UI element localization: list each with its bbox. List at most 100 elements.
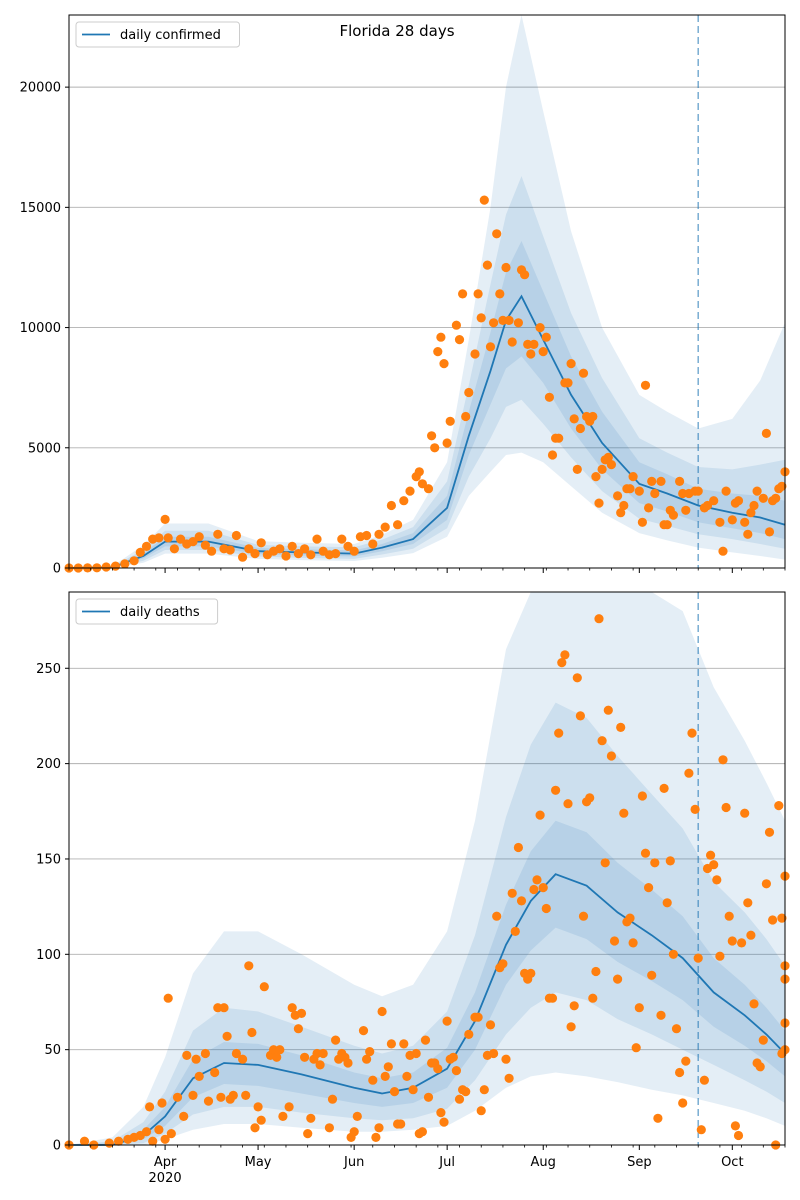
deaths-data-point	[327, 1094, 338, 1104]
confirmed-data-point	[129, 556, 139, 566]
deaths-data-point	[408, 1085, 418, 1095]
confirmed-data-point	[458, 289, 468, 299]
confirmed-frame-rect	[68, 14, 786, 569]
deaths-data-point	[231, 1048, 241, 1059]
confirmed-data-point	[485, 342, 496, 352]
deaths-data-point	[141, 1127, 152, 1137]
deaths-data-point	[709, 860, 719, 870]
deaths-data-point	[166, 1129, 176, 1139]
confirmed-data-point	[256, 538, 266, 548]
deaths-data-point	[563, 799, 573, 809]
confirmed-data-point	[207, 546, 217, 556]
confirmed-ytick-label: 15000	[20, 201, 61, 216]
deaths-data-point	[513, 842, 524, 853]
confirmed-data-point	[721, 486, 731, 496]
deaths-data-point	[303, 1129, 313, 1139]
confirmed-data-point	[231, 530, 241, 541]
deaths-data-point	[160, 1134, 170, 1144]
deaths-data-point	[417, 1127, 427, 1137]
confirmed-data-point	[337, 534, 347, 544]
confirmed-data-point	[578, 368, 589, 378]
deaths-data-point	[210, 1067, 220, 1078]
deaths-data-point	[699, 1075, 710, 1085]
confirmed-legend-label: daily confirmed	[120, 28, 221, 43]
deaths-data-point	[554, 728, 564, 738]
deaths-data-point	[532, 875, 542, 885]
deaths-data-point	[603, 705, 613, 715]
deaths-data-point	[712, 875, 722, 885]
deaths-data-point	[365, 1047, 375, 1057]
deaths-data-point	[628, 938, 638, 948]
deaths-data-point	[764, 827, 775, 837]
deaths-data-point	[690, 804, 700, 815]
deaths-data-point	[362, 1054, 372, 1064]
deaths-data-point	[352, 1111, 362, 1121]
confirmed-data-point	[445, 416, 455, 426]
deaths-data-point	[529, 884, 539, 895]
deaths-data-point	[492, 911, 502, 921]
deaths-data-point	[371, 1132, 381, 1142]
deaths-data-point	[743, 898, 753, 908]
deaths-data-point	[389, 1087, 400, 1097]
deaths-data-point	[293, 1024, 303, 1034]
deaths-data-point	[253, 1102, 263, 1112]
confirmed-data-point	[188, 537, 198, 547]
confirmed-data-point	[746, 508, 756, 518]
deaths-data-point	[606, 751, 617, 761]
deaths-data-point	[575, 711, 586, 721]
confirmed-data-point	[563, 378, 573, 388]
confirmed-data-point	[777, 481, 787, 491]
confirmed-data-point	[300, 544, 310, 554]
confirmed-data-point	[675, 476, 685, 486]
deaths-data-point	[585, 793, 595, 803]
confirmed-data-point	[368, 539, 378, 549]
confirmed-data-point	[752, 486, 762, 496]
confirmed-data-point	[637, 517, 648, 527]
deaths-data-point	[349, 1127, 359, 1137]
deaths-data-point	[256, 1115, 266, 1125]
deaths-data-point	[665, 856, 675, 866]
confirmed-data-point	[650, 488, 660, 499]
deaths-data-point	[145, 1102, 155, 1112]
deaths-legend-label: daily deaths	[120, 605, 200, 620]
confirmed-data-point	[154, 533, 164, 543]
confirmed-data-point	[640, 380, 651, 390]
deaths-data-point	[516, 896, 527, 906]
confirmed-data-point	[464, 387, 474, 398]
confirmed-data-point	[238, 552, 248, 562]
deaths-band	[69, 592, 785, 1145]
deaths-data-point	[300, 1052, 310, 1062]
deaths-data-point	[653, 1113, 663, 1123]
deaths-data-point	[687, 728, 697, 738]
confirmed-data-point	[740, 517, 750, 527]
confirmed-data-point	[758, 493, 768, 503]
confirmed-data-point	[715, 517, 725, 527]
confirmed-data-point	[504, 315, 514, 325]
deaths-legend-box	[75, 598, 219, 625]
deaths-ytick-label: 150	[36, 852, 61, 867]
deaths-data-point	[296, 1008, 307, 1019]
x-month-label: Aug	[531, 1155, 556, 1170]
deaths-data-point	[498, 959, 508, 969]
deaths-data-point	[343, 1058, 353, 1068]
confirmed-data-point	[544, 392, 555, 402]
deaths-data-point	[749, 999, 759, 1009]
deaths-data-point	[740, 808, 750, 818]
deaths-data-point	[600, 858, 610, 868]
deaths-data-point	[284, 1102, 294, 1112]
confirmed-data-point	[662, 520, 672, 530]
confirmed-gridlines	[69, 86, 785, 449]
confirmed-data-point	[538, 347, 548, 357]
deaths-data-point	[479, 1085, 489, 1095]
deaths-data-point	[659, 783, 669, 794]
deaths-data-point	[259, 982, 269, 992]
deaths-data-point	[578, 911, 589, 921]
deaths-data-point	[368, 1075, 378, 1085]
confirmed-data-point	[572, 464, 582, 474]
deaths-data-point	[678, 1098, 688, 1108]
deaths-data-point	[420, 1035, 431, 1045]
confirmed-legend: daily confirmed	[75, 21, 240, 48]
confirmed-data-point	[771, 493, 781, 503]
deaths-data-point	[163, 993, 173, 1003]
confirmed-y-ticks: 0 5000 10000 15000 20000	[20, 81, 69, 577]
